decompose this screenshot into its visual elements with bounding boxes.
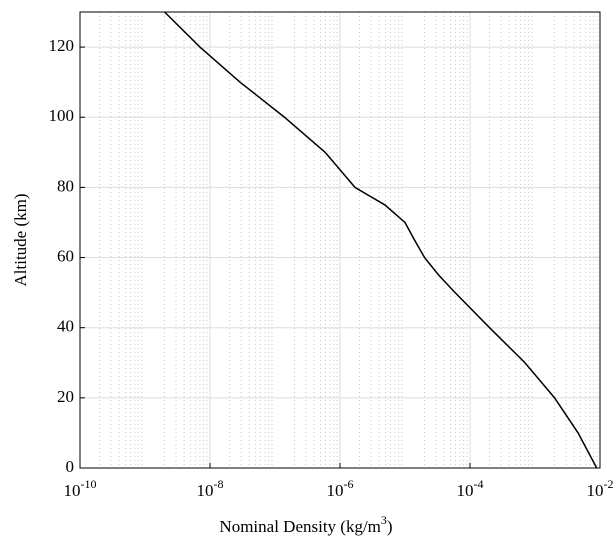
y-tick-label: 20 xyxy=(57,387,74,406)
y-tick-label: 60 xyxy=(57,246,74,265)
y-tick-label: 120 xyxy=(49,36,75,55)
x-tick-label: 10-6 xyxy=(327,477,354,500)
y-tick-label: 80 xyxy=(57,176,74,195)
y-tick-label: 100 xyxy=(49,106,75,125)
x-tick-label: 10-8 xyxy=(197,477,224,500)
plot-frame xyxy=(79,11,601,469)
data-line xyxy=(164,11,598,469)
x-tick-label: 10-10 xyxy=(64,477,97,500)
x-tick-label: 10-2 xyxy=(587,477,614,500)
x-axis-label: Nominal Density (kg/m3) xyxy=(219,513,392,536)
x-tick-label: 10-4 xyxy=(457,477,484,500)
y-tick-label: 0 xyxy=(66,457,75,476)
y-axis-label: Altitude (km) xyxy=(11,193,30,286)
y-tick-label: 40 xyxy=(57,317,74,336)
